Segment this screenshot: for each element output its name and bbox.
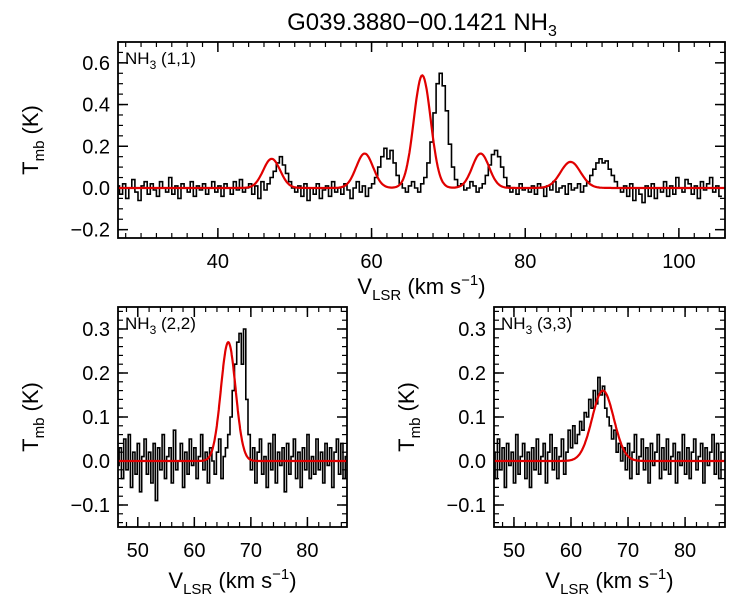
panel-nh3-11: 40 60 80 100 −0.2 0.0 0.2 0.4 0.6 NH3 (1,1) VLSR (… — [18, 41, 726, 304]
spectrum-histogram — [118, 72, 722, 204]
y-tick-label: 0.0 — [82, 451, 110, 473]
figure-title: G039.3880−00.1421 NH3 — [287, 9, 557, 40]
figure-title-subscript: 3 — [548, 23, 557, 40]
panel-label: NH3 (3,3) — [501, 314, 572, 337]
spectrum-histogram — [494, 376, 724, 489]
x-tick-label: 80 — [674, 540, 696, 562]
x-tick-label: 70 — [617, 540, 639, 562]
y-tick-label: 0.6 — [82, 53, 110, 75]
y-tick-label: 0.3 — [458, 319, 486, 341]
gaussian-fit-line — [118, 74, 725, 190]
x-tick-label: 100 — [662, 251, 695, 273]
y-tick-label: 0.2 — [82, 363, 110, 385]
y-tick-label: 0.4 — [82, 95, 110, 117]
x-tick-label: 80 — [296, 540, 318, 562]
y-tick-label: 0.1 — [458, 407, 486, 429]
y-axis-label: Tmb (K) — [18, 382, 48, 452]
x-tick-label: 60 — [183, 540, 205, 562]
panel-label: NH3 (2,2) — [125, 314, 196, 337]
y-axis-label: Tmb (K) — [18, 105, 48, 175]
x-tick-label: 50 — [503, 540, 525, 562]
panel-nh3-22: 50 60 70 80 −0.1 0.0 0.1 0.2 0.3 NH3 (2,2) VLSR (k… — [18, 306, 348, 598]
x-tick-label: 50 — [127, 540, 149, 562]
x-tick-label: 40 — [207, 251, 229, 273]
y-tick-label: 0.1 — [82, 407, 110, 429]
plot-frame — [493, 306, 726, 528]
gaussian-fit-line — [494, 389, 725, 463]
x-tick-label: 80 — [514, 251, 536, 273]
y-tick-label: 0.0 — [458, 451, 486, 473]
plot-frame — [117, 306, 348, 528]
spectrum-histogram — [118, 328, 347, 502]
y-tick-label: 0.2 — [82, 136, 110, 158]
y-tick-label: −0.1 — [71, 495, 110, 517]
panel-label: NH3 (1,1) — [125, 49, 196, 72]
panel-nh3-33: 50 60 70 80 −0.1 0.0 0.1 0.2 0.3 NH3 (3,3) VLSR (k… — [394, 306, 726, 598]
y-axis-label: Tmb (K) — [394, 382, 424, 452]
gaussian-fit-line — [118, 341, 347, 463]
x-axis-label: VLSR (km s−1) — [545, 566, 673, 598]
x-axis-label: VLSR (km s−1) — [168, 566, 296, 598]
minor-ticks — [118, 41, 726, 238]
y-tick-label: 0.0 — [82, 178, 110, 200]
x-axis-label: VLSR (km s−1) — [357, 272, 485, 304]
y-tick-label: 0.2 — [458, 363, 486, 385]
y-tick-label: 0.3 — [82, 319, 110, 341]
x-tick-label: 60 — [360, 251, 382, 273]
y-tick-label: −0.1 — [447, 495, 486, 517]
x-tick-label: 70 — [240, 540, 262, 562]
x-tick-label: 60 — [560, 540, 582, 562]
y-tick-label: −0.2 — [71, 220, 110, 242]
plot-frame — [117, 41, 726, 239]
